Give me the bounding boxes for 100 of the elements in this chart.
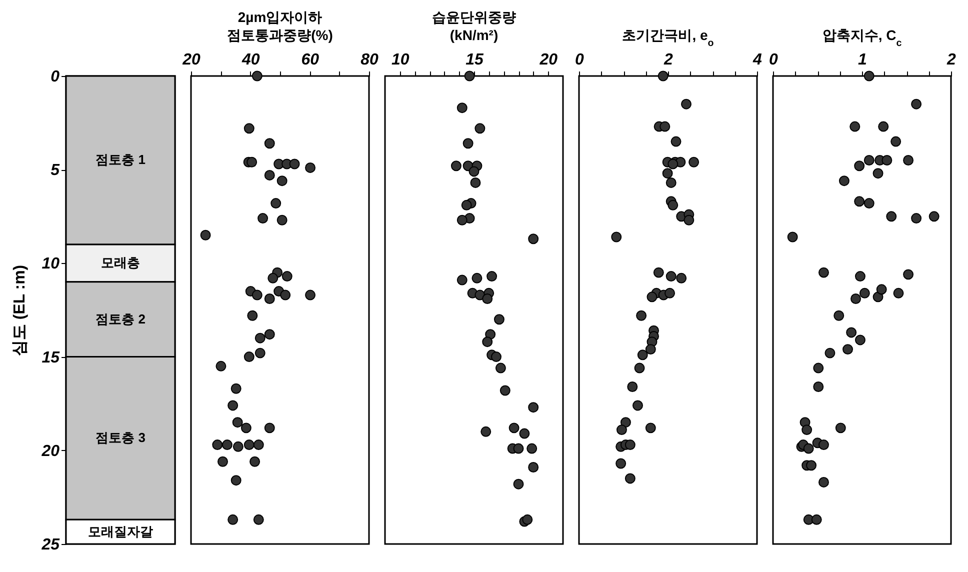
y-tick-label: 10 [42,256,60,273]
point [450,160,462,172]
point [494,314,504,325]
point [486,271,498,282]
point [854,160,865,172]
point [470,177,481,188]
y-tick-label: 25 [40,536,61,554]
point [289,158,300,170]
point [216,360,226,372]
point [264,170,275,180]
point [270,198,282,209]
series-label: 모래질자갈 [88,524,153,539]
point [632,400,643,411]
point [660,121,670,132]
point [482,336,493,348]
point [528,234,539,244]
point [264,422,275,434]
point [268,272,278,284]
x-tick-label: 80 [360,52,378,68]
point [893,288,904,298]
point [903,269,914,280]
point [522,514,533,525]
point [222,440,232,450]
point [646,292,658,302]
point [254,332,266,344]
x-tick-label: 1 [858,52,868,68]
point [232,417,243,428]
point [834,310,844,321]
point [684,214,694,226]
point [250,456,260,467]
point [620,417,631,428]
point [813,382,824,392]
point [474,123,486,134]
point [802,424,812,436]
point [461,200,472,210]
point [616,424,627,436]
point [653,267,664,278]
point [456,274,468,286]
point [264,294,275,304]
point [230,475,242,486]
point [886,211,897,222]
x-tick-label: 60 [301,52,320,68]
point [634,362,645,374]
point [928,211,940,222]
point [864,198,874,209]
point [813,362,824,374]
point [252,290,262,300]
chart-title: 2µm입자이하 점토통과중량(%) [227,9,333,43]
point [666,177,676,188]
point [513,478,524,490]
chart-title: 초기간극비, e$_{o}$ [622,27,714,48]
point [282,271,292,282]
point [244,123,254,134]
point [835,422,846,434]
point [464,70,475,82]
point [676,272,687,284]
point [472,272,482,284]
point [850,121,860,132]
point [876,284,887,295]
point [480,426,492,437]
series-label: 모래층 [101,255,140,270]
point [688,156,700,168]
point [246,156,258,168]
point [305,162,316,173]
point [864,155,874,166]
point [824,348,836,358]
point [456,102,468,114]
point [528,402,539,413]
point [846,327,857,338]
point [276,214,288,226]
point [854,271,866,282]
point [850,294,862,304]
x-tick-label: 15 [466,52,484,68]
chart-title: 습윤단위중량 (kN/m²) [432,9,516,43]
point [818,476,829,488]
point [264,138,275,149]
point [495,362,506,374]
point [528,462,539,472]
point [482,294,493,304]
point [627,382,638,392]
point [232,441,244,452]
point [806,460,817,471]
point [624,473,636,484]
point [253,440,264,450]
point [911,98,922,110]
x-tick-label: 40 [240,52,260,68]
point [842,344,854,355]
point [662,168,673,179]
point [247,310,258,321]
point [513,443,524,454]
point [218,456,228,467]
point [200,230,211,240]
y-axis-title: 심도 (EL :m) [12,264,29,356]
point [636,310,647,321]
series-label: 점토층 2 [96,311,146,326]
point [882,155,892,166]
x-tick-label: 0 [575,52,584,68]
point [508,422,520,434]
point [616,458,626,469]
point [254,348,266,358]
